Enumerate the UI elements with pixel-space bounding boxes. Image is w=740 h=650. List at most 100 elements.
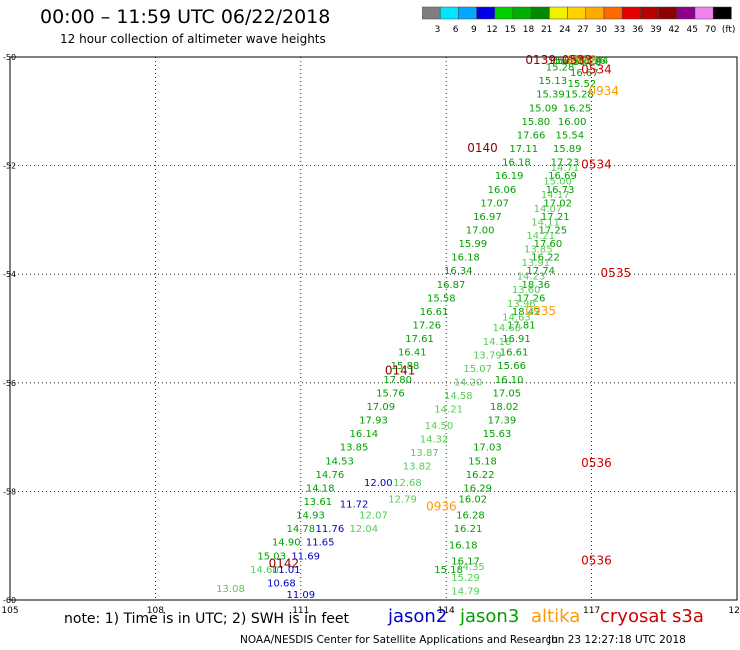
mission-cryosat: cryosat <box>600 606 667 627</box>
wave-height-label: 16.10 <box>495 375 524 386</box>
wave-height-label: 14.32 <box>420 435 449 446</box>
y-tick-label: -50 <box>3 53 16 62</box>
x-tick-label: 117 <box>583 606 600 616</box>
pass-time-label: 0533 <box>562 53 593 67</box>
wave-height-label: 10.68 <box>267 578 296 589</box>
wave-height-label: 17.26 <box>412 321 441 332</box>
wave-height-label: 14.63 <box>502 312 531 323</box>
note-text: note: 1) Time is in UTC; 2) SWH is in fe… <box>64 611 350 627</box>
wave-height-label: 15.28 <box>546 63 575 74</box>
wave-height-label: 14.23 <box>517 272 546 283</box>
pass-time-label: 0936 <box>426 499 457 513</box>
wave-height-label: 18.42 <box>512 307 541 318</box>
wave-height-label: 16.61 <box>420 307 449 318</box>
wave-height-label: 15.09 <box>529 103 558 114</box>
wave-height-label: 16.44 <box>580 56 609 67</box>
timestamp-text: Jun 23 12:27:18 UTC 2018 <box>548 634 686 646</box>
wave-height-label: 17.23 <box>551 158 580 169</box>
colorbar-label: 36 <box>632 25 644 35</box>
pass-time-label: 0141 <box>385 364 416 378</box>
colorbar-legend: 3 6 9 12 15 18 21 24 27 30 33 36 39 42 45 70 (ft) <box>422 6 736 35</box>
wave-height-label: 14.71 <box>551 163 580 174</box>
wave-height-label: 11.01 <box>272 565 301 576</box>
colorbar-label: 24 <box>559 25 571 35</box>
wave-height-label: 17.60 <box>534 239 563 250</box>
wave-height-label: 15.89 <box>553 144 582 155</box>
wave-height-label: 14.11 <box>531 217 560 228</box>
wave-height-label: 17.66 <box>517 130 546 141</box>
wave-height-label: 16.56 <box>577 56 606 67</box>
wave-height-label: 14.21 <box>434 405 463 416</box>
wave-height-label: 14.07 <box>534 204 563 215</box>
pass-time-label: 0935 <box>525 304 556 318</box>
wave-height-label: 16.87 <box>437 280 466 291</box>
wave-height-label: 17.11 <box>509 144 538 155</box>
wave-height-label: 13.82 <box>403 462 432 473</box>
wave-height-label: 14.78 <box>286 524 315 535</box>
x-tick-label: 105 <box>1 606 18 616</box>
wave-height-label: 17.09 <box>366 402 395 413</box>
wave-height-label: 11.72 <box>340 500 369 511</box>
wave-height-label: 17.80 <box>383 375 412 386</box>
wave-height-label: 15.88 <box>391 361 420 372</box>
wave-height-label: 16.67 <box>570 68 599 79</box>
pass-time-label: 0536 <box>581 554 612 568</box>
wave-height-label: 16.25 <box>563 103 592 114</box>
wave-height-label: 15.58 <box>427 293 456 304</box>
wave-height-label: 16.06 <box>488 185 517 196</box>
wave-height-label: 14.18 <box>306 483 335 494</box>
wave-height-label: 16.61 <box>500 348 529 359</box>
wave-height-label: 16.19 <box>495 171 524 182</box>
wave-height-label: 17.25 <box>539 225 568 236</box>
wave-height-label: 13.85 <box>524 244 553 255</box>
wave-height-label: 15.80 <box>522 117 551 128</box>
x-tick-label: 108 <box>147 606 164 616</box>
wave-height-label: 15.18 <box>434 565 463 576</box>
wave-height-label: 15.07 <box>463 364 492 375</box>
wave-height-label: 14.21 <box>526 231 555 242</box>
colorbar-label: 39 <box>650 25 662 35</box>
wave-height-label: 16.73 <box>546 185 575 196</box>
colorbar-label: 3 <box>435 25 441 35</box>
wave-height-label: 16.28 <box>572 57 601 68</box>
wave-height-label: 15.99 <box>459 239 488 250</box>
y-tick-label: -54 <box>3 270 16 279</box>
mission-jason2: jason2 <box>388 606 448 627</box>
wave-height-label: 15.63 <box>551 56 580 67</box>
colorbar-label: 42 <box>668 25 679 35</box>
wave-height-label: 13.61 <box>303 497 332 508</box>
wave-height-label: 15.54 <box>555 130 584 141</box>
wave-height-label: 17.74 <box>526 266 555 277</box>
wave-height-label: 16.18 <box>449 540 478 551</box>
colorbar-label: 18 <box>523 25 535 35</box>
wave-height-label: 12.00 <box>364 478 393 489</box>
wave-height-label: 17.03 <box>473 443 502 454</box>
chart-subtitle: 12 hour collection of altimeter wave hei… <box>60 32 326 46</box>
x-tick-label: 114 <box>438 606 455 616</box>
colorbar-label: 30 <box>596 25 608 35</box>
wave-height-label: 15.76 <box>376 388 405 399</box>
wave-height-label: 13.60 <box>512 285 541 296</box>
wave-height-label: 14.18 <box>483 337 512 348</box>
wave-height-label: 11.69 <box>291 551 320 562</box>
plot-frame <box>9 56 738 601</box>
wave-height-label: 13.96 <box>507 299 536 310</box>
colorbar-label: 70 <box>705 25 717 35</box>
wave-height-label: 13.08 <box>216 584 245 595</box>
wave-height-label: 17.39 <box>488 416 517 427</box>
pass-time-label: 0142 <box>269 556 300 570</box>
colorbar-label: 9 <box>471 25 477 35</box>
wave-height-label: 15.63 <box>483 429 512 440</box>
wave-height-label: 16.29 <box>463 483 492 494</box>
wave-height-label: 13.79 <box>473 350 502 361</box>
colorbar-label: 33 <box>614 25 625 35</box>
wave-height-label: 16.34 <box>444 266 473 277</box>
wave-height-label: 14.20 <box>454 378 483 389</box>
wave-height-label: 15.66 <box>497 361 526 372</box>
colorbar-label: (ft) <box>722 25 736 35</box>
y-tick-label: -58 <box>3 487 16 496</box>
wave-height-label: 11.65 <box>306 538 335 549</box>
wave-height-label: 14.68 <box>492 323 521 334</box>
wave-height-label: 15.18 <box>468 456 497 467</box>
